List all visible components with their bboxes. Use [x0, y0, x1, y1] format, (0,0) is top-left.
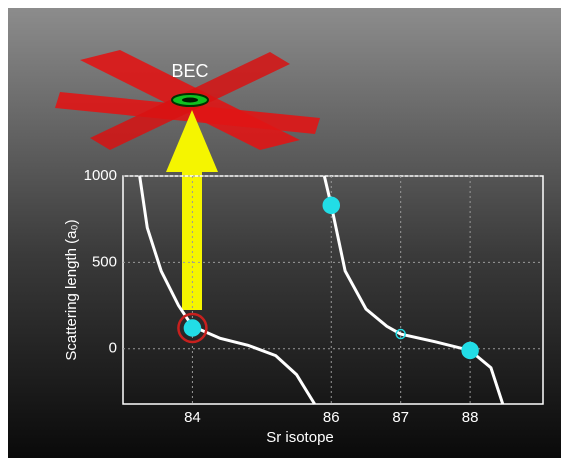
x-label: Sr isotope [266, 429, 334, 446]
x-tick-label: 87 [392, 409, 409, 426]
annotation: BEC [171, 61, 208, 81]
y-tick-label: 0 [109, 340, 117, 357]
figure: BEC Sr isotope Scattering length (a₀) 0 5… [0, 0, 569, 466]
y-label: Scattering length (a₀) [63, 219, 80, 360]
y-tick-label: 500 [92, 253, 117, 270]
point [323, 197, 339, 213]
point [462, 342, 478, 358]
page: {"chart_data": {"type": "scatter", "anno… [0, 0, 569, 466]
x-tick-label: 84 [184, 409, 201, 426]
point [184, 320, 200, 336]
background [8, 8, 561, 458]
y-tick-label: 1000 [84, 167, 117, 184]
x-tick-label: 88 [462, 409, 479, 426]
x-tick-label: 86 [323, 409, 340, 426]
